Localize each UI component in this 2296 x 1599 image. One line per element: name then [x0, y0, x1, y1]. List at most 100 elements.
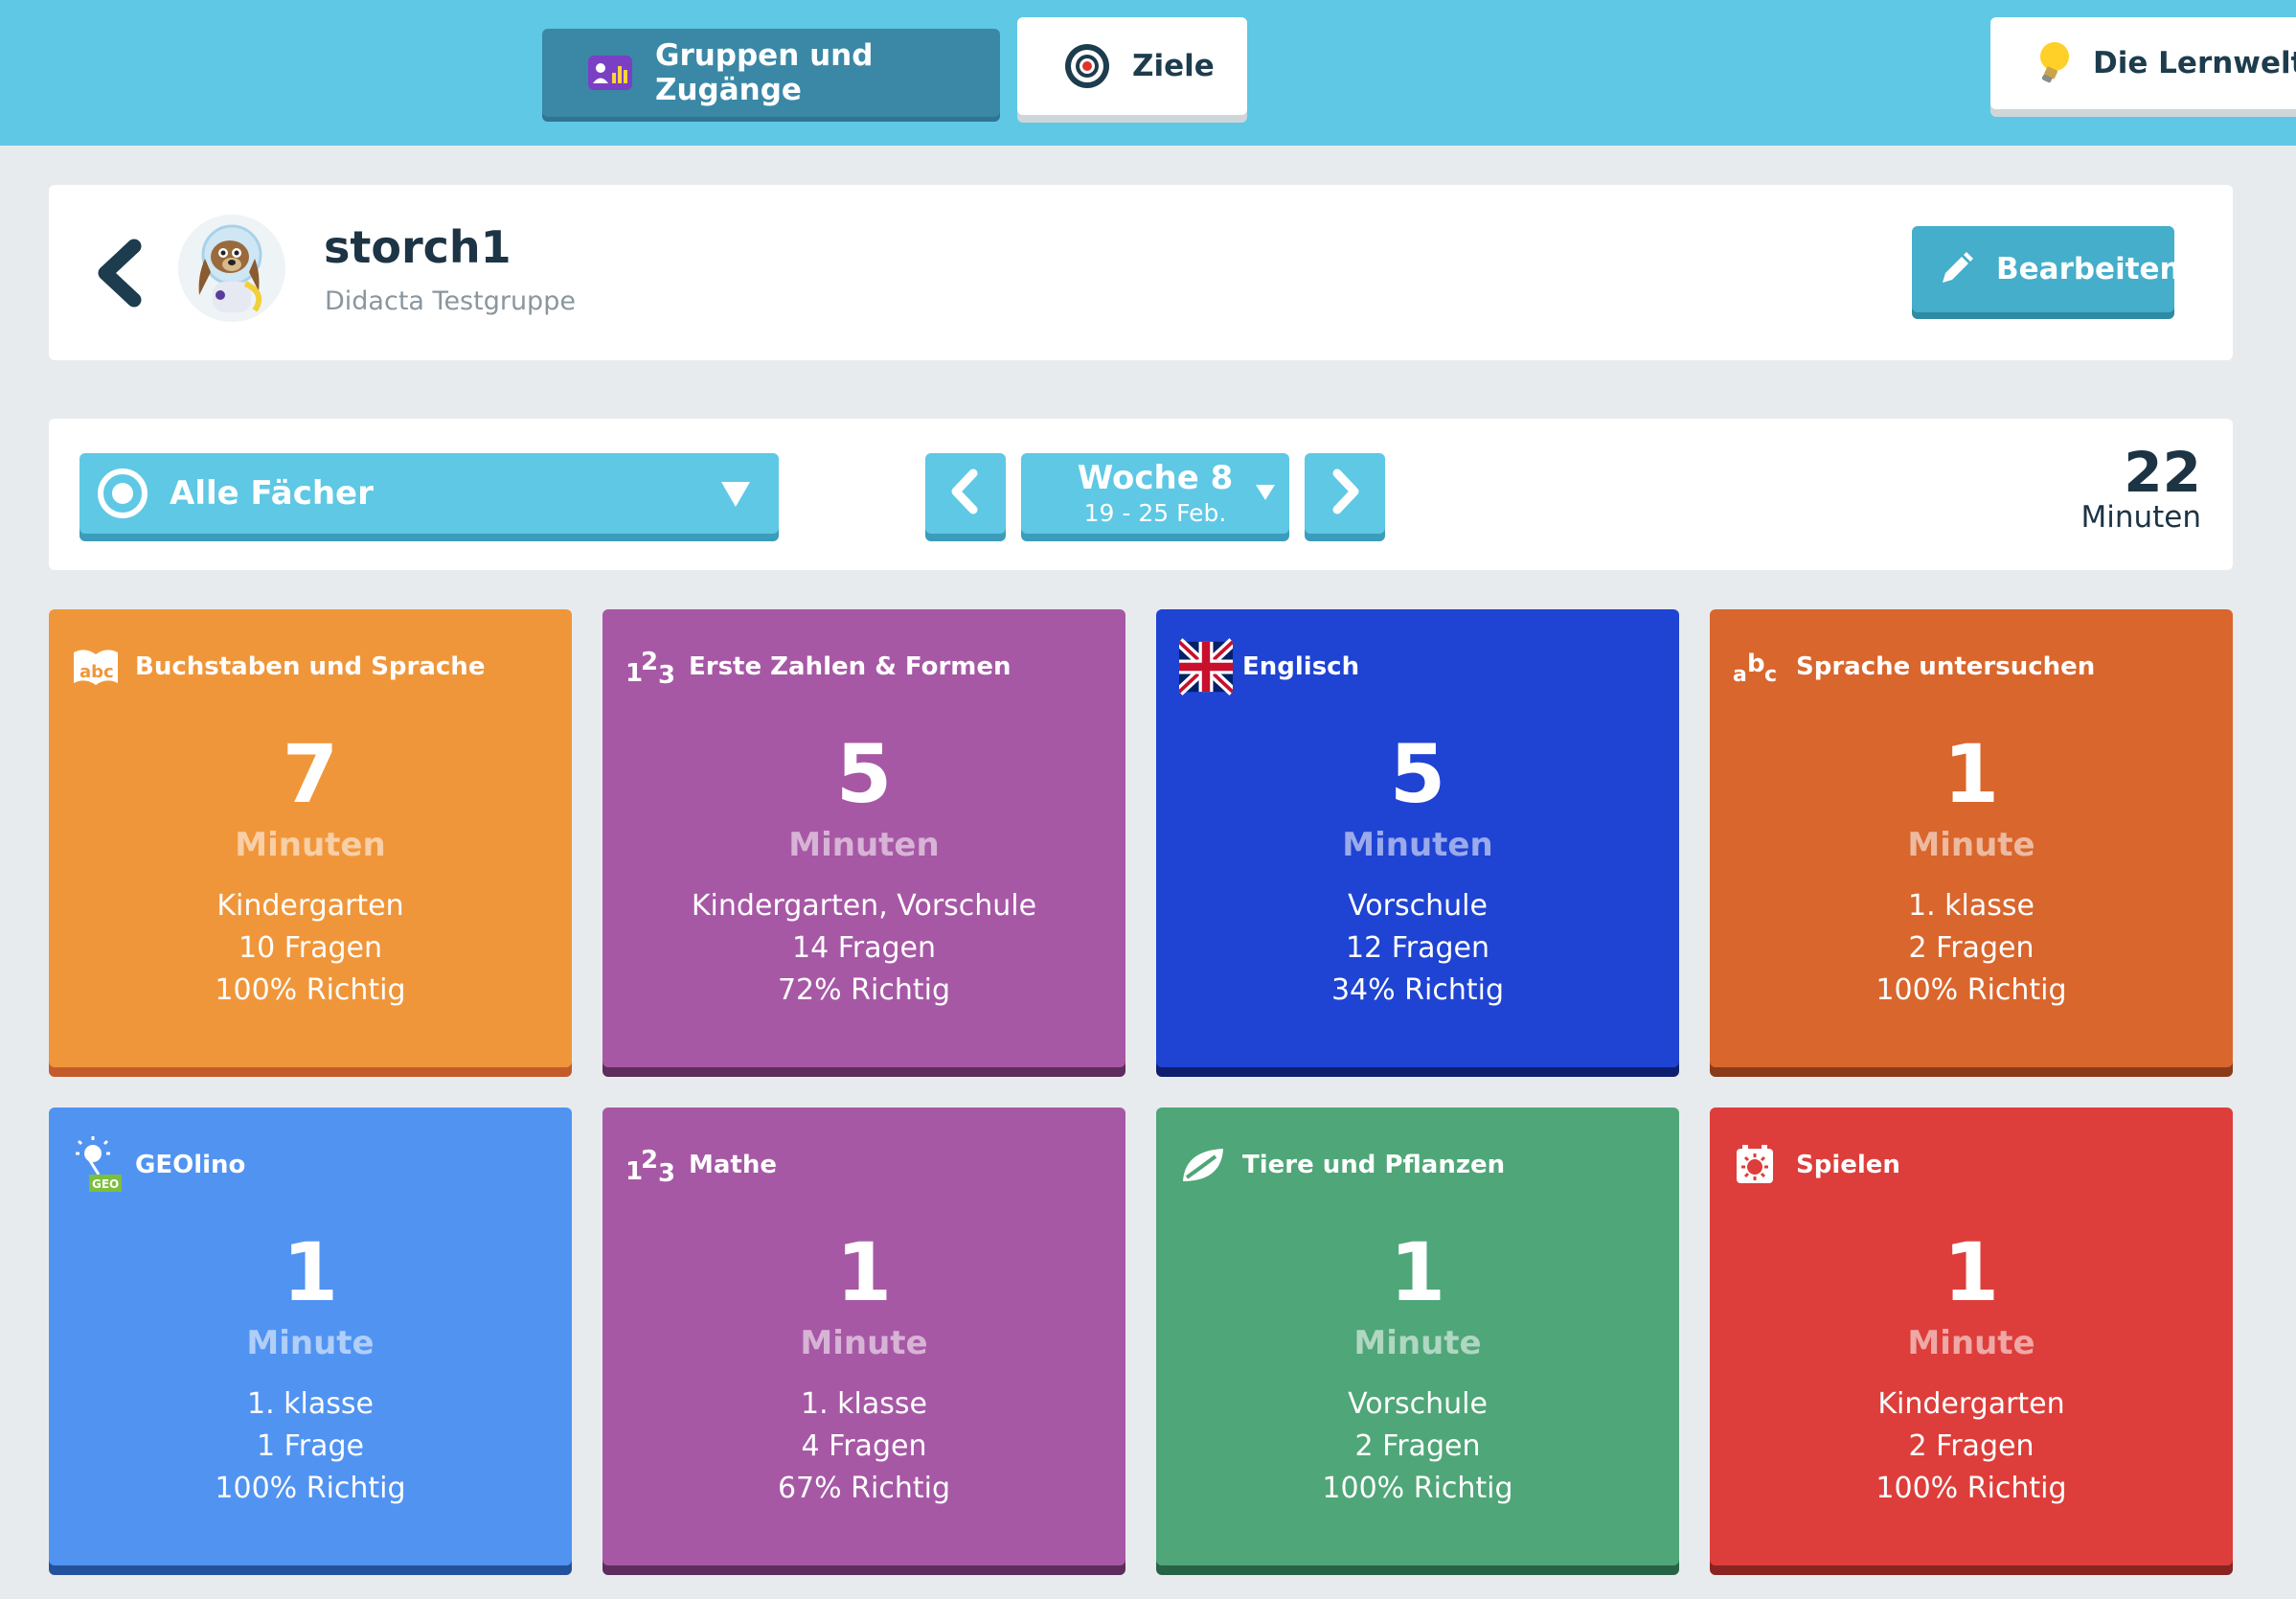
profile-card: storch1 Didacta Testgruppe Bearbeiten: [49, 185, 2233, 360]
card-correct: 100% Richtig: [1875, 973, 2067, 1007]
svg-text:a: a: [1733, 663, 1747, 687]
card-header: a b c Sprache untersuchen: [1733, 638, 2223, 696]
geolino-logo-icon: GEO: [72, 1136, 125, 1194]
card-correct: 67% Richtig: [777, 1472, 951, 1505]
dropdown-caret-icon: [719, 479, 752, 517]
chevron-left-icon: [946, 468, 985, 519]
svg-text:1: 1: [625, 1157, 643, 1186]
card-header: Spielen: [1733, 1136, 2223, 1194]
tab-gruppen-und-zugaenge[interactable]: Gruppen und Zugänge: [542, 29, 1000, 117]
groups-chart-icon: [586, 52, 634, 94]
numbers-123-icon: 1 2 3: [625, 1136, 679, 1194]
subject-card[interactable]: Tiere und Pflanzen 1 Minute Vorschule 2 …: [1156, 1108, 1679, 1565]
game-icon: [1733, 1136, 1786, 1194]
card-title: Tiere und Pflanzen: [1242, 1151, 1506, 1179]
card-header: GEO GEOlino: [72, 1136, 562, 1194]
card-title: Erste Zahlen & Formen: [689, 652, 1012, 681]
abc-book-icon: abc: [72, 638, 125, 696]
card-title: Buchstaben und Sprache: [135, 652, 486, 681]
card-title: Spielen: [1796, 1151, 1900, 1179]
card-questions: 4 Fragen: [801, 1429, 927, 1463]
card-level: Kindergarten, Vorschule: [691, 889, 1037, 923]
subject-card[interactable]: 1 2 3 Erste Zahlen & Formen 5 Minuten Ki…: [602, 609, 1125, 1067]
target-icon: [1063, 42, 1111, 90]
edit-button[interactable]: Bearbeiten: [1912, 226, 2181, 312]
total-minutes: 22: [2124, 440, 2201, 505]
card-questions: 1 Frage: [257, 1429, 364, 1463]
total-minutes-label: Minuten: [2080, 500, 2201, 535]
card-unit: Minute: [800, 1324, 928, 1362]
svg-text:3: 3: [658, 661, 675, 689]
tab-label: Die Lernwelt be: [2093, 46, 2296, 80]
card-minutes: 5: [835, 727, 893, 821]
card-level: Kindergarten: [1877, 1387, 2065, 1421]
subject-dropdown[interactable]: Alle Fächer: [80, 453, 779, 534]
card-unit: Minuten: [1342, 826, 1493, 864]
card-title: GEOlino: [135, 1151, 246, 1179]
next-week-button[interactable]: [1305, 453, 1385, 534]
subject-card[interactable]: a b c Sprache untersuchen 1 Minute 1. kl…: [1710, 609, 2233, 1067]
card-level: Kindergarten: [216, 889, 404, 923]
card-questions: 2 Fragen: [1908, 931, 2035, 965]
pencil-icon: [1937, 250, 1975, 288]
tab-lernwelt[interactable]: Die Lernwelt be: [1990, 17, 2296, 109]
card-questions: 2 Fragen: [1354, 1429, 1481, 1463]
numbers-123-icon: 1 2 3: [625, 638, 679, 696]
svg-text:b: b: [1747, 650, 1765, 678]
svg-text:GEO: GEO: [92, 1177, 119, 1191]
abc-letters-icon: a b c: [1733, 638, 1786, 696]
card-title: Englisch: [1242, 652, 1360, 681]
subject-card[interactable]: abc Buchstaben und Sprache 7 Minuten Kin…: [49, 609, 572, 1067]
subject-dropdown-label: Alle Fächer: [170, 474, 374, 513]
card-title: Mathe: [689, 1151, 777, 1179]
back-chevron-icon[interactable]: [92, 239, 146, 311]
card-correct: 100% Richtig: [215, 973, 406, 1007]
card-questions: 12 Fragen: [1345, 931, 1489, 965]
subject-card[interactable]: Spielen 1 Minute Kindergarten 2 Fragen 1…: [1710, 1108, 2233, 1565]
svg-text:2: 2: [641, 1146, 658, 1175]
card-title: Sprache untersuchen: [1796, 652, 2096, 681]
card-correct: 34% Richtig: [1330, 973, 1505, 1007]
card-level: Vorschule: [1348, 889, 1488, 923]
subject-card[interactable]: 1 2 3 Mathe 1 Minute 1. klasse 4 Fragen …: [602, 1108, 1125, 1565]
card-minutes: 1: [1943, 727, 2000, 821]
dropdown-caret-icon: [1255, 484, 1276, 505]
card-questions: 10 Fragen: [238, 931, 382, 965]
card-correct: 100% Richtig: [1875, 1472, 2067, 1505]
avatar: [178, 215, 285, 322]
subject-card[interactable]: GEO GEOlino 1 Minute 1. klasse 1 Frage 1…: [49, 1108, 572, 1565]
tab-label: Ziele: [1132, 49, 1215, 83]
svg-text:abc: abc: [80, 662, 114, 682]
card-correct: 100% Richtig: [1322, 1472, 1513, 1505]
card-unit: Minuten: [788, 826, 940, 864]
chevron-right-icon: [1326, 468, 1364, 519]
tab-ziele[interactable]: Ziele: [1017, 17, 1247, 115]
uk-flag-icon: [1179, 638, 1233, 696]
user-name: storch1: [324, 221, 511, 273]
card-level: 1. klasse: [1908, 889, 2035, 923]
card-level: Vorschule: [1348, 1387, 1488, 1421]
filter-bar: Alle Fächer Woche 8 19 - 25 Feb. 22 Minu…: [49, 419, 2233, 570]
card-minutes: 1: [282, 1225, 339, 1319]
card-unit: Minute: [246, 1324, 375, 1362]
target-outline-icon: [97, 468, 148, 519]
card-correct: 72% Richtig: [777, 973, 951, 1007]
svg-text:1: 1: [625, 659, 643, 688]
card-header: abc Buchstaben und Sprache: [72, 638, 562, 696]
week-range: 19 - 25 Feb.: [1083, 499, 1227, 527]
subject-card[interactable]: Englisch 5 Minuten Vorschule 12 Fragen 3…: [1156, 609, 1679, 1067]
leaf-icon: [1179, 1136, 1233, 1194]
week-dropdown[interactable]: Woche 8 19 - 25 Feb.: [1021, 453, 1289, 534]
week-title: Woche 8: [1077, 459, 1234, 497]
card-questions: 14 Fragen: [791, 931, 936, 965]
previous-week-button[interactable]: [925, 453, 1006, 534]
card-questions: 2 Fragen: [1908, 1429, 2035, 1463]
card-unit: Minute: [1907, 1324, 2035, 1362]
card-minutes: 1: [1389, 1225, 1446, 1319]
card-minutes: 5: [1389, 727, 1446, 821]
card-header: 1 2 3 Erste Zahlen & Formen: [625, 638, 1116, 696]
card-header: 1 2 3 Mathe: [625, 1136, 1116, 1194]
card-correct: 100% Richtig: [215, 1472, 406, 1505]
card-level: 1. klasse: [801, 1387, 927, 1421]
top-navigation-bar: Gruppen und Zugänge Ziele Die Lernwelt b…: [0, 0, 2296, 146]
